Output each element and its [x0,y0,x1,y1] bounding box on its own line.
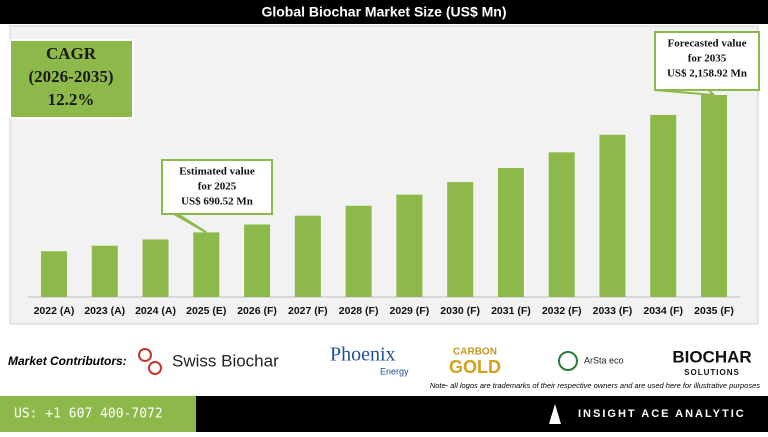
title-bar [0,0,768,24]
cagr-label: CAGR [46,44,97,63]
bar [447,182,474,297]
logo-text: ArSta eco [584,355,624,365]
footer-logo-icon [549,404,561,424]
x-tick-label: 2029 (F) [390,305,430,317]
bar [345,205,372,297]
logo-swiss: Swiss Biochar [138,348,279,375]
bar [701,95,727,297]
x-tick-label: 2028 (F) [339,305,379,317]
logo-text: GOLD [449,357,501,377]
logo-text: Swiss Biochar [172,351,279,370]
logo-icon [148,361,162,375]
logo-text: SOLUTIONS [684,368,740,377]
contributors-label: Market Contributors: [8,354,127,368]
footer-phone: US: +1 607 400-7072 [14,407,163,422]
x-tick-label: 2027 (F) [288,305,328,317]
bar [294,215,321,297]
bar [396,194,423,297]
x-tick-label: 2025 (E) [186,305,226,317]
cagr-period: (2026-2035) [29,67,114,86]
x-tick-label: 2035 (F) [694,305,734,317]
x-tick-label: 2033 (F) [593,305,633,317]
logo-icon [558,351,578,371]
callout-text: for 2035 [688,53,727,65]
bar [548,152,575,297]
x-tick-label: 2023 (A) [84,305,125,317]
chart-title: Global Biochar Market Size (US$ Mn) [261,4,506,20]
bar [91,245,118,297]
bar [41,251,67,297]
cagr-box [9,39,134,119]
callout-text: US$ 690.52 Mn [181,196,253,208]
bar [244,224,271,297]
footer-phone-box [0,396,196,432]
x-tick-label: 2022 (A) [34,305,75,317]
plot-area [9,25,759,325]
bar [599,134,626,297]
bar [193,232,220,297]
bar [497,168,524,297]
callout-text: for 2025 [198,181,237,193]
logo-text: BIOCHAR [672,347,751,366]
bar [650,114,677,297]
bar [142,239,169,297]
x-tick-label: 2026 (F) [237,305,277,317]
x-tick-label: 2031 (F) [491,305,531,317]
x-tick-label: 2030 (F) [440,305,480,317]
x-tick-label: 2024 (A) [135,305,176,317]
logo-text: Energy [380,366,409,376]
logo-text: CARBON [453,347,497,358]
callout-box [161,159,273,215]
logo-text: Phoenix [330,344,396,366]
callout-box [654,31,760,91]
note: Note- all logos are trademarks of their … [430,381,760,390]
x-tick-label: 2034 (F) [643,305,683,317]
callout-text: Estimated value [179,166,255,178]
logo-icon [138,348,152,362]
callout-text: Forecasted value [668,38,747,50]
callout-text: US$ 2,158.92 Mn [667,68,747,80]
footer-brand: INSIGHT ACE ANALYTIC [578,408,746,420]
cagr-value: 12.2% [48,90,95,109]
x-tick-label: 2032 (F) [542,305,582,317]
